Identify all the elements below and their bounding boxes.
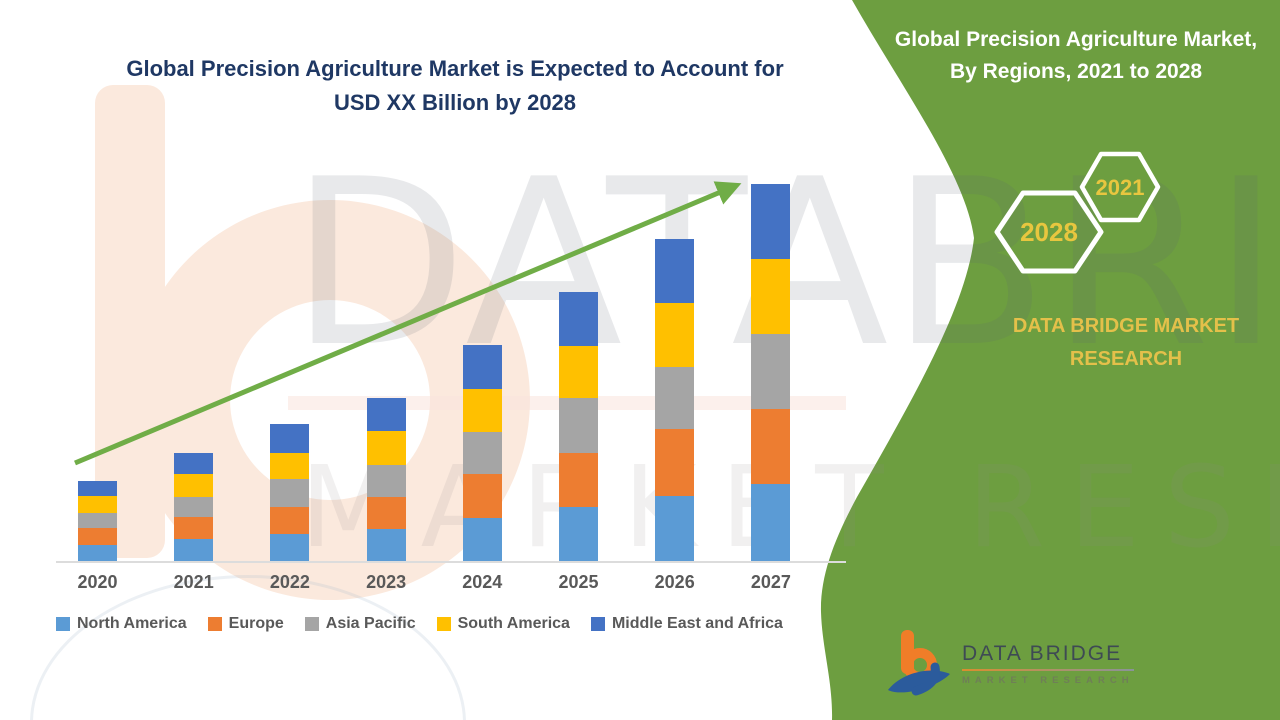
bar-segment-2026-asia-pacific bbox=[655, 367, 695, 429]
logo-d-hook bbox=[911, 662, 940, 696]
bar-segment-2021-europe bbox=[174, 517, 214, 539]
bar-segment-2027-europe bbox=[751, 409, 791, 484]
bar-segment-2025-asia-pacific bbox=[559, 398, 598, 453]
legend-swatch-south-america bbox=[436, 617, 451, 631]
bar-segment-2026-europe bbox=[655, 429, 695, 496]
bar-segment-2020-north-america bbox=[78, 545, 117, 561]
legend: North America Europe Asia Pacific South Ame… bbox=[56, 615, 783, 633]
bar-segment-2023-north-america bbox=[366, 529, 406, 561]
legend-swatch-north-america bbox=[56, 617, 70, 631]
bar-segment-2022-middle-east-and-africa bbox=[270, 424, 310, 453]
bar-segment-2025-north-america bbox=[559, 507, 598, 561]
bar-segment-2023-europe bbox=[366, 497, 406, 529]
legend-item-asia-pacific: Asia Pacific bbox=[304, 615, 416, 633]
x-axis-label-2027: 2027 bbox=[750, 572, 791, 592]
hexagon-2028-icon bbox=[994, 190, 1104, 274]
bar-segment-2024-south-america bbox=[462, 389, 502, 432]
logo-divider bbox=[962, 669, 1134, 671]
legend-label-asia-pacific: Asia Pacific bbox=[325, 615, 416, 632]
legend-label-europe: Europe bbox=[228, 615, 284, 632]
legend-item-europe: Europe bbox=[207, 615, 284, 633]
bar-segment-2022-europe bbox=[270, 507, 310, 534]
bar-segment-2027-asia-pacific bbox=[751, 334, 791, 409]
x-axis-label-2025: 2025 bbox=[558, 572, 599, 592]
bar-segment-2024-north-america bbox=[462, 518, 502, 561]
bar-segment-2023-asia-pacific bbox=[366, 465, 406, 497]
legend-swatch-asia-pacific bbox=[304, 617, 319, 631]
bar-segment-2024-europe bbox=[462, 474, 502, 518]
bar-segment-2024-middle-east-and-africa bbox=[462, 345, 502, 389]
logo-text-block: DATA BRIDGE MARKET RESEARCH bbox=[962, 642, 1134, 686]
bar-segment-2026-north-america bbox=[655, 496, 695, 561]
bar-segment-2022-north-america bbox=[270, 534, 310, 561]
badge-year-2028: 2028 bbox=[1020, 217, 1078, 247]
bar-segment-2021-north-america bbox=[174, 539, 214, 561]
chart-title-line2: USD XX Billion by 2028 bbox=[333, 90, 577, 116]
x-axis-label-2020: 2020 bbox=[77, 572, 118, 592]
x-axis-label-2022: 2022 bbox=[269, 572, 310, 592]
bar-segment-2025-south-america bbox=[559, 346, 598, 398]
x-axis-label-2024: 2024 bbox=[462, 572, 503, 592]
x-axis-label-2023: 2023 bbox=[366, 572, 407, 592]
legend-label-middle-east-and-africa: Middle East and Africa bbox=[611, 615, 783, 632]
bar-segment-2027-north-america bbox=[751, 484, 791, 561]
hexagon-2021-icon bbox=[1079, 151, 1161, 223]
brand-text: DATA BRIDGE MARKET RESEARCH bbox=[976, 310, 1276, 376]
bar-segment-2021-middle-east-and-africa bbox=[174, 453, 214, 474]
bar-segment-2026-middle-east-and-africa bbox=[655, 239, 695, 303]
legend-item-south-america: South America bbox=[436, 615, 570, 633]
side-panel-title-line2: By Regions, 2021 to 2028 bbox=[949, 59, 1203, 83]
databridge-logo-icon bbox=[888, 630, 950, 696]
bar-segment-2023-south-america bbox=[366, 431, 406, 465]
bar-segment-2027-south-america bbox=[751, 259, 791, 334]
bar-segment-2026-south-america bbox=[655, 303, 695, 367]
x-axis-line bbox=[56, 561, 846, 563]
brand-text-line1: DATA BRIDGE MARKET bbox=[1012, 315, 1240, 337]
x-axis-label-2021: 2021 bbox=[173, 572, 214, 592]
bar-segment-2021-south-america bbox=[174, 474, 214, 497]
legend-label-north-america: North America bbox=[77, 615, 187, 632]
bar-segment-2020-europe bbox=[78, 528, 117, 545]
watermark-swoosh-ellipse bbox=[30, 575, 466, 720]
legend-swatch-europe bbox=[207, 617, 222, 631]
bar-segment-2025-middle-east-and-africa bbox=[559, 292, 598, 346]
bar-segment-2020-middle-east-and-africa bbox=[78, 481, 117, 496]
bar-segment-2024-asia-pacific bbox=[462, 432, 502, 474]
year-badges: 2028 2021 bbox=[994, 151, 1161, 274]
brand-text-line2: RESEARCH bbox=[1069, 348, 1183, 370]
bar-segment-2025-europe bbox=[559, 453, 598, 507]
legend-swatch-middle-east-and-africa bbox=[590, 617, 605, 631]
bar-segment-2022-south-america bbox=[270, 453, 310, 479]
legend-item-north-america: North America bbox=[56, 615, 187, 633]
legend-item-middle-east-and-africa: Middle East and Africa bbox=[590, 615, 783, 633]
side-panel-title: Global Precision Agriculture Market, By … bbox=[876, 24, 1276, 87]
bar-segment-2020-asia-pacific bbox=[78, 513, 117, 528]
logo-title: DATA BRIDGE bbox=[962, 642, 1123, 665]
chart-title: Global Precision Agriculture Market is E… bbox=[115, 52, 795, 120]
bar-segment-2022-asia-pacific bbox=[270, 479, 310, 507]
logo-subtitle: MARKET RESEARCH bbox=[962, 675, 1134, 686]
bar-segment-2023-middle-east-and-africa bbox=[366, 398, 406, 431]
side-panel-title-line1: Global Precision Agriculture Market, bbox=[894, 28, 1258, 51]
legend-label-south-america: South America bbox=[457, 615, 570, 632]
bar-segment-2020-south-america bbox=[78, 496, 117, 513]
x-axis-label-2026: 2026 bbox=[654, 572, 695, 592]
badge-year-2021: 2021 bbox=[1096, 175, 1145, 200]
databridge-logo: DATA BRIDGE MARKET RESEARCH bbox=[886, 628, 1134, 700]
bar-segment-2021-asia-pacific bbox=[174, 497, 214, 517]
chart-title-line1: Global Precision Agriculture Market is E… bbox=[126, 56, 784, 81]
bar-segment-2027-middle-east-and-africa bbox=[751, 184, 791, 259]
